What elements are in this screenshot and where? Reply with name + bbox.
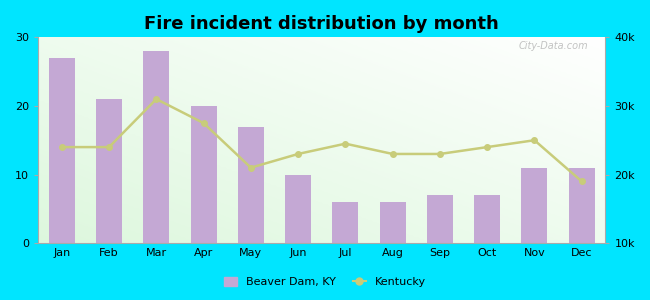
Bar [569, 168, 595, 243]
Bar [96, 99, 122, 243]
Bar [427, 195, 453, 243]
Bar [380, 202, 406, 243]
Bar [49, 58, 75, 243]
Bar [474, 195, 500, 243]
Legend: Beaver Dam, KY, Kentucky: Beaver Dam, KY, Kentucky [220, 272, 430, 291]
Bar [238, 127, 264, 243]
Bar [332, 202, 358, 243]
Title: Fire incident distribution by month: Fire incident distribution by month [144, 15, 499, 33]
Bar [143, 51, 169, 243]
Text: City-Data.com: City-Data.com [519, 41, 588, 51]
Bar [190, 106, 216, 243]
Bar [285, 175, 311, 243]
Bar [521, 168, 547, 243]
